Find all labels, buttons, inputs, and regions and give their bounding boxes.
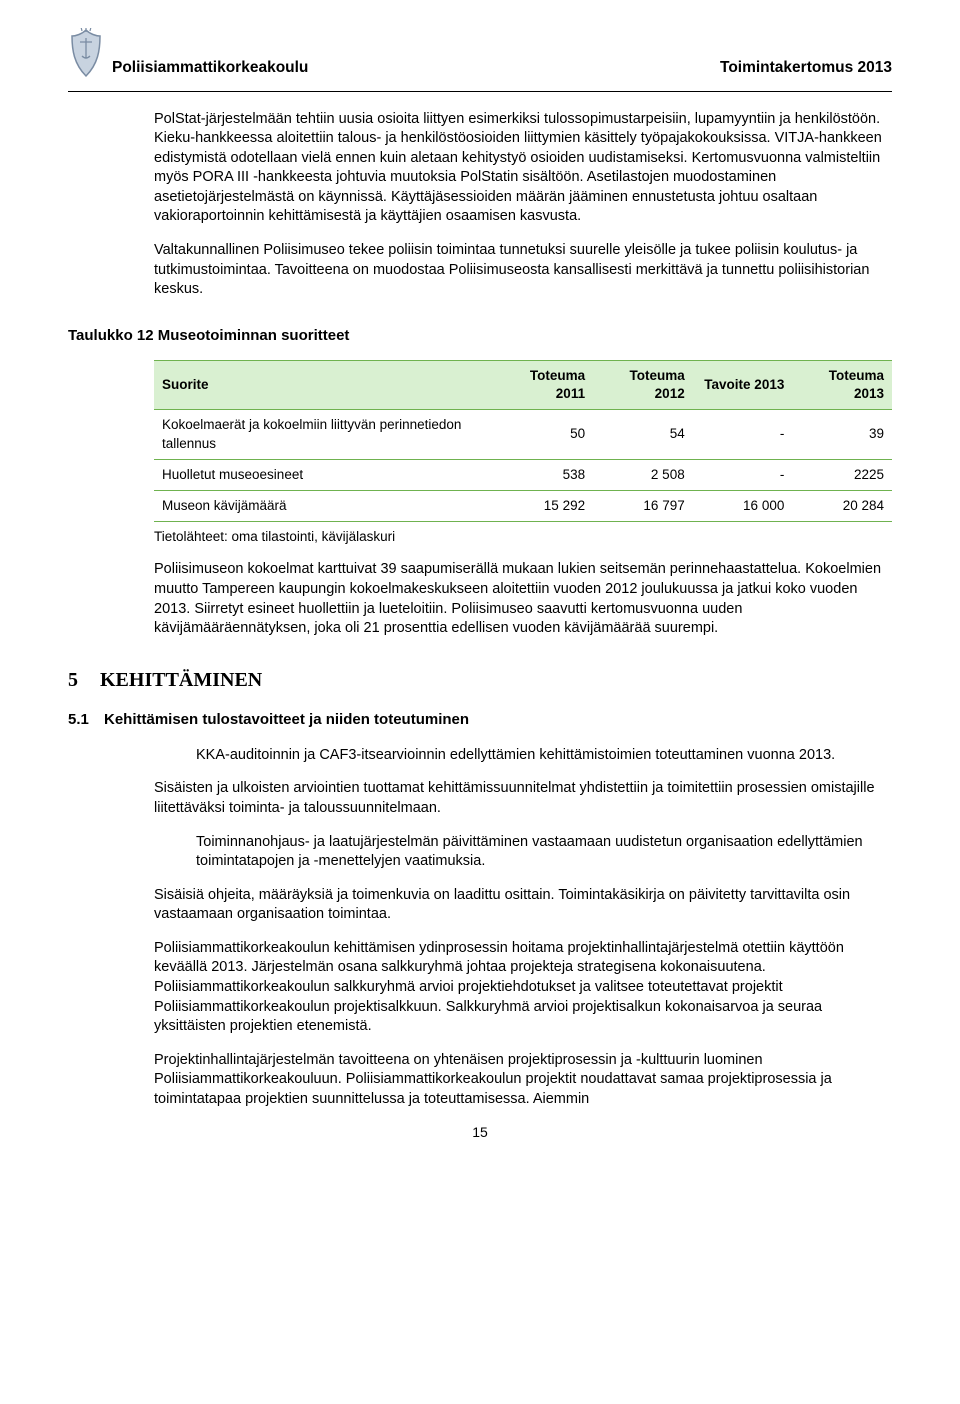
table-cell-value: 16 000 bbox=[693, 490, 793, 521]
table-row: Huolletut museoesineet5382 508-2225 bbox=[154, 459, 892, 490]
table-row: Museon kävijämäärä15 29216 79716 00020 2… bbox=[154, 490, 892, 521]
table-cell-value: 20 284 bbox=[792, 490, 892, 521]
page-number: 15 bbox=[68, 1123, 892, 1142]
table-cell-label: Museon kävijämäärä bbox=[154, 490, 493, 521]
org-name: Poliisiammattikorkeakoulu bbox=[112, 58, 308, 79]
table-col-header: Toteuma 2012 bbox=[593, 360, 693, 409]
table-caption: Taulukko 12 Museotoiminnan suoritteet bbox=[68, 326, 892, 346]
table-col-header: Toteuma 2013 bbox=[792, 360, 892, 409]
table-cell-value: 39 bbox=[792, 410, 892, 459]
body-paragraph: Valtakunnallinen Poliisimuseo tekee poli… bbox=[154, 241, 892, 300]
section-heading: 5KEHITTÄMINEN bbox=[68, 667, 892, 694]
body-paragraph: Poliisimuseon kokoelmat karttuivat 39 sa… bbox=[154, 560, 892, 638]
table-cell-value: - bbox=[693, 410, 793, 459]
table-cell-value: 15 292 bbox=[493, 490, 593, 521]
museum-table: Suorite Toteuma 2011 Toteuma 2012 Tavoit… bbox=[154, 360, 892, 522]
body-paragraph: PolStat-järjestelmään tehtiin uusia osio… bbox=[154, 110, 892, 227]
table-row: Kokoelmaerät ja kokoelmiin liittyvän per… bbox=[154, 410, 892, 459]
body-paragraph: Projektinhallintajärjestelmän tavoitteen… bbox=[154, 1051, 892, 1110]
doc-title: Toimintakertomus 2013 bbox=[720, 58, 892, 79]
body-paragraph: Poliisiammattikorkeakoulun kehittämisen … bbox=[154, 939, 892, 1037]
table-cell-value: - bbox=[693, 459, 793, 490]
body-paragraph: Toiminnanohjaus- ja laatujärjestelmän pä… bbox=[196, 833, 892, 872]
table-header-row: Suorite Toteuma 2011 Toteuma 2012 Tavoit… bbox=[154, 360, 892, 409]
body-paragraph: Sisäisten ja ulkoisten arviointien tuott… bbox=[154, 779, 892, 818]
subsection-number: 5.1 bbox=[68, 710, 104, 730]
page-header: Poliisiammattikorkeakoulu Toimintakertom… bbox=[68, 40, 892, 92]
table-cell-label: Kokoelmaerät ja kokoelmiin liittyvän per… bbox=[154, 410, 493, 459]
table-cell-value: 2225 bbox=[792, 459, 892, 490]
table-cell-value: 2 508 bbox=[593, 459, 693, 490]
table-col-header: Toteuma 2011 bbox=[493, 360, 593, 409]
org-logo bbox=[68, 28, 104, 87]
table-col-header: Suorite bbox=[154, 360, 493, 409]
section-title: KEHITTÄMINEN bbox=[100, 669, 262, 691]
table-cell-value: 538 bbox=[493, 459, 593, 490]
table-cell-value: 54 bbox=[593, 410, 693, 459]
table-cell-value: 16 797 bbox=[593, 490, 693, 521]
body-paragraph: Sisäisiä ohjeita, määräyksiä ja toimenku… bbox=[154, 886, 892, 925]
table-cell-value: 50 bbox=[493, 410, 593, 459]
subsection-heading: 5.1Kehittämisen tulostavoitteet ja niide… bbox=[68, 710, 892, 730]
table-source: Tietolähteet: oma tilastointi, kävijälas… bbox=[154, 528, 892, 546]
table-col-header: Tavoite 2013 bbox=[693, 360, 793, 409]
body-paragraph: KKA-auditoinnin ja CAF3-itsearvioinnin e… bbox=[196, 746, 892, 766]
table-cell-label: Huolletut museoesineet bbox=[154, 459, 493, 490]
section-number: 5 bbox=[68, 667, 100, 694]
subsection-title: Kehittämisen tulostavoitteet ja niiden t… bbox=[104, 711, 469, 728]
